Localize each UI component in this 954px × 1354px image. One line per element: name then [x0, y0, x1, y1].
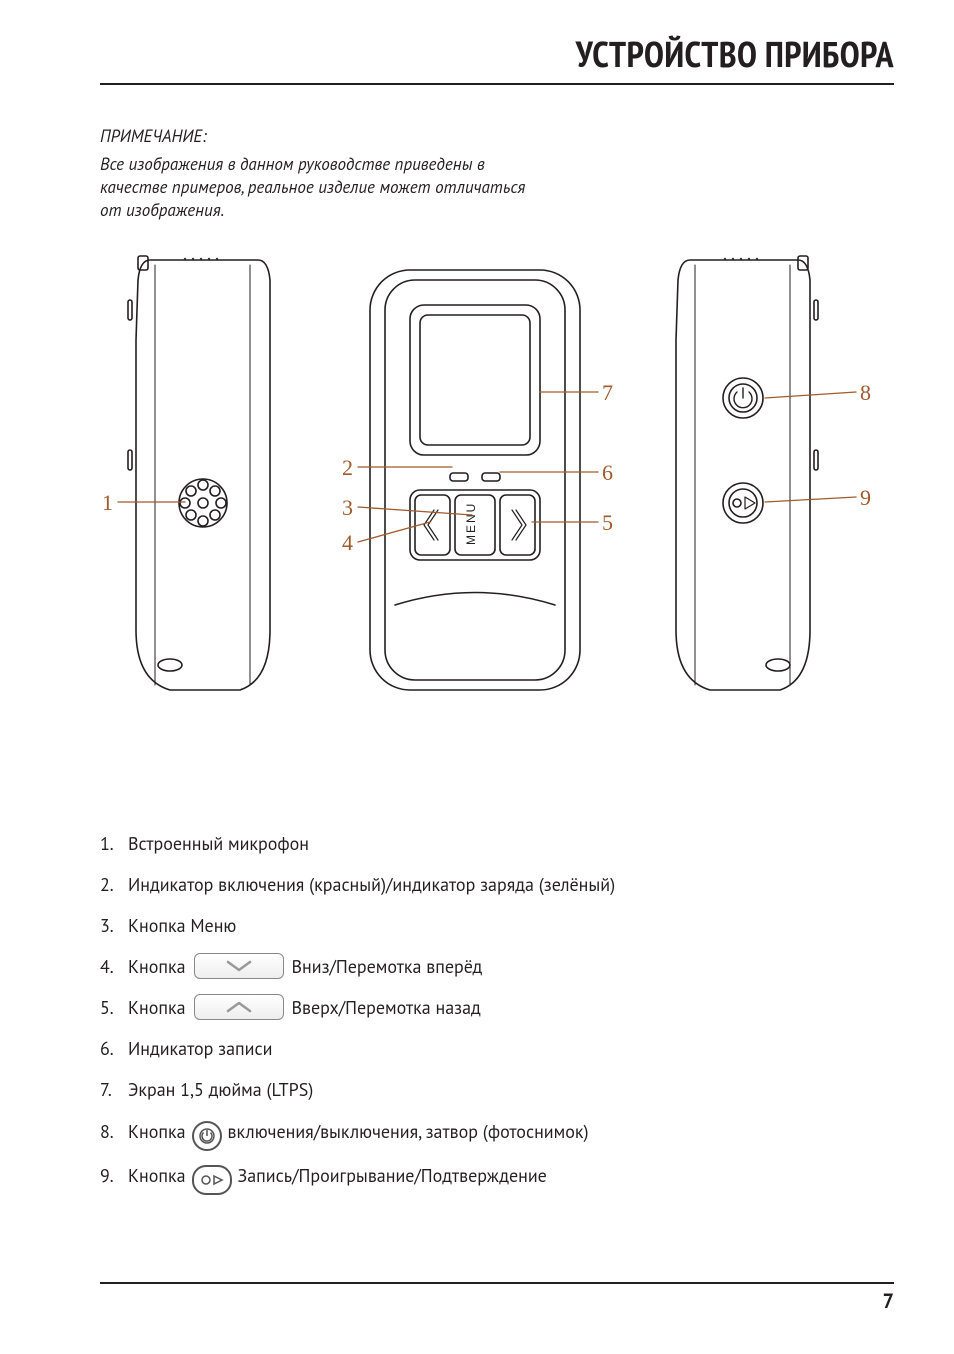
callout-8: 8 [860, 380, 871, 406]
legend-text: Кнопка [128, 994, 186, 1021]
note-body: Все изображения в данном руководстве при… [100, 153, 530, 222]
callout-3: 3 [342, 495, 353, 521]
rec-play-icon [192, 1165, 232, 1195]
legend-num: 5. [100, 994, 128, 1021]
svg-text:MENU: MENU [464, 501, 478, 544]
callout-1: 1 [102, 490, 113, 516]
legend-text: Вниз/Перемотка вперёд [292, 953, 483, 980]
legend-row-2: 2. Индикатор включения (красный)/индикат… [100, 871, 894, 898]
legend-text: Кнопка [128, 1118, 186, 1145]
callout-7: 7 [602, 380, 613, 406]
legend-row-8: 8. Кнопка включения/выключения, затвор (… [100, 1117, 894, 1147]
page-number: 7 [883, 1288, 894, 1314]
legend-row-5: 5. Кнопка Вверх/Перемотка назад [100, 994, 894, 1021]
legend-row-9: 9. Кнопка Запись/Проигрывание/Подтвержде… [100, 1161, 894, 1191]
legend-num: 2. [100, 871, 128, 898]
device-svg: MENU [100, 240, 894, 740]
callout-5: 5 [602, 510, 613, 536]
legend-text: Экран 1,5 дюйма (LTPS) [128, 1076, 313, 1103]
legend-text: Кнопка [128, 1162, 186, 1189]
device-diagram: 1 2 3 4 5 6 7 8 9 [100, 240, 894, 760]
page-title: УСТРОЙСТВО ПРИБОРА [100, 30, 894, 77]
page-header: УСТРОЙСТВО ПРИБОРА [100, 30, 894, 85]
legend-text: Индикатор записи [128, 1035, 272, 1062]
down-arrow-icon [194, 953, 284, 979]
legend-list: 1. Встроенный микрофон 2. Индикатор вклю… [100, 830, 894, 1191]
legend-text: включения/выключения, затвор (фотоснимок… [228, 1118, 589, 1145]
legend-num: 7. [100, 1076, 128, 1103]
page-footer: 7 [100, 1282, 894, 1314]
callout-6: 6 [602, 460, 613, 486]
legend-num: 9. [100, 1162, 128, 1189]
legend-num: 4. [100, 953, 128, 980]
legend-num: 8. [100, 1118, 128, 1145]
legend-num: 6. [100, 1035, 128, 1062]
legend-num: 3. [100, 912, 128, 939]
legend-text: Кнопка [128, 953, 186, 980]
legend-text: Встроенный микрофон [128, 830, 309, 857]
legend-row-4: 4. Кнопка Вниз/Перемотка вперёд [100, 953, 894, 980]
legend-row-7: 7. Экран 1,5 дюйма (LTPS) [100, 1076, 894, 1103]
up-arrow-icon [194, 994, 284, 1020]
callout-4: 4 [342, 530, 353, 556]
note-title: ПРИМЕЧАНИЕ: [100, 125, 530, 147]
legend-num: 1. [100, 830, 128, 857]
note-block: ПРИМЕЧАНИЕ: Все изображения в данном рук… [100, 125, 530, 222]
callout-2: 2 [342, 455, 353, 481]
legend-text: Запись/Проигрывание/Подтверждение [238, 1162, 547, 1189]
legend-row-6: 6. Индикатор записи [100, 1035, 894, 1062]
legend-row-1: 1. Встроенный микрофон [100, 830, 894, 857]
power-icon [192, 1121, 222, 1151]
legend-text: Вверх/Перемотка назад [292, 994, 481, 1021]
legend-text: Индикатор включения (красный)/индикатор … [128, 871, 615, 898]
legend-text: Кнопка Меню [128, 912, 236, 939]
callout-9: 9 [860, 485, 871, 511]
legend-row-3: 3. Кнопка Меню [100, 912, 894, 939]
